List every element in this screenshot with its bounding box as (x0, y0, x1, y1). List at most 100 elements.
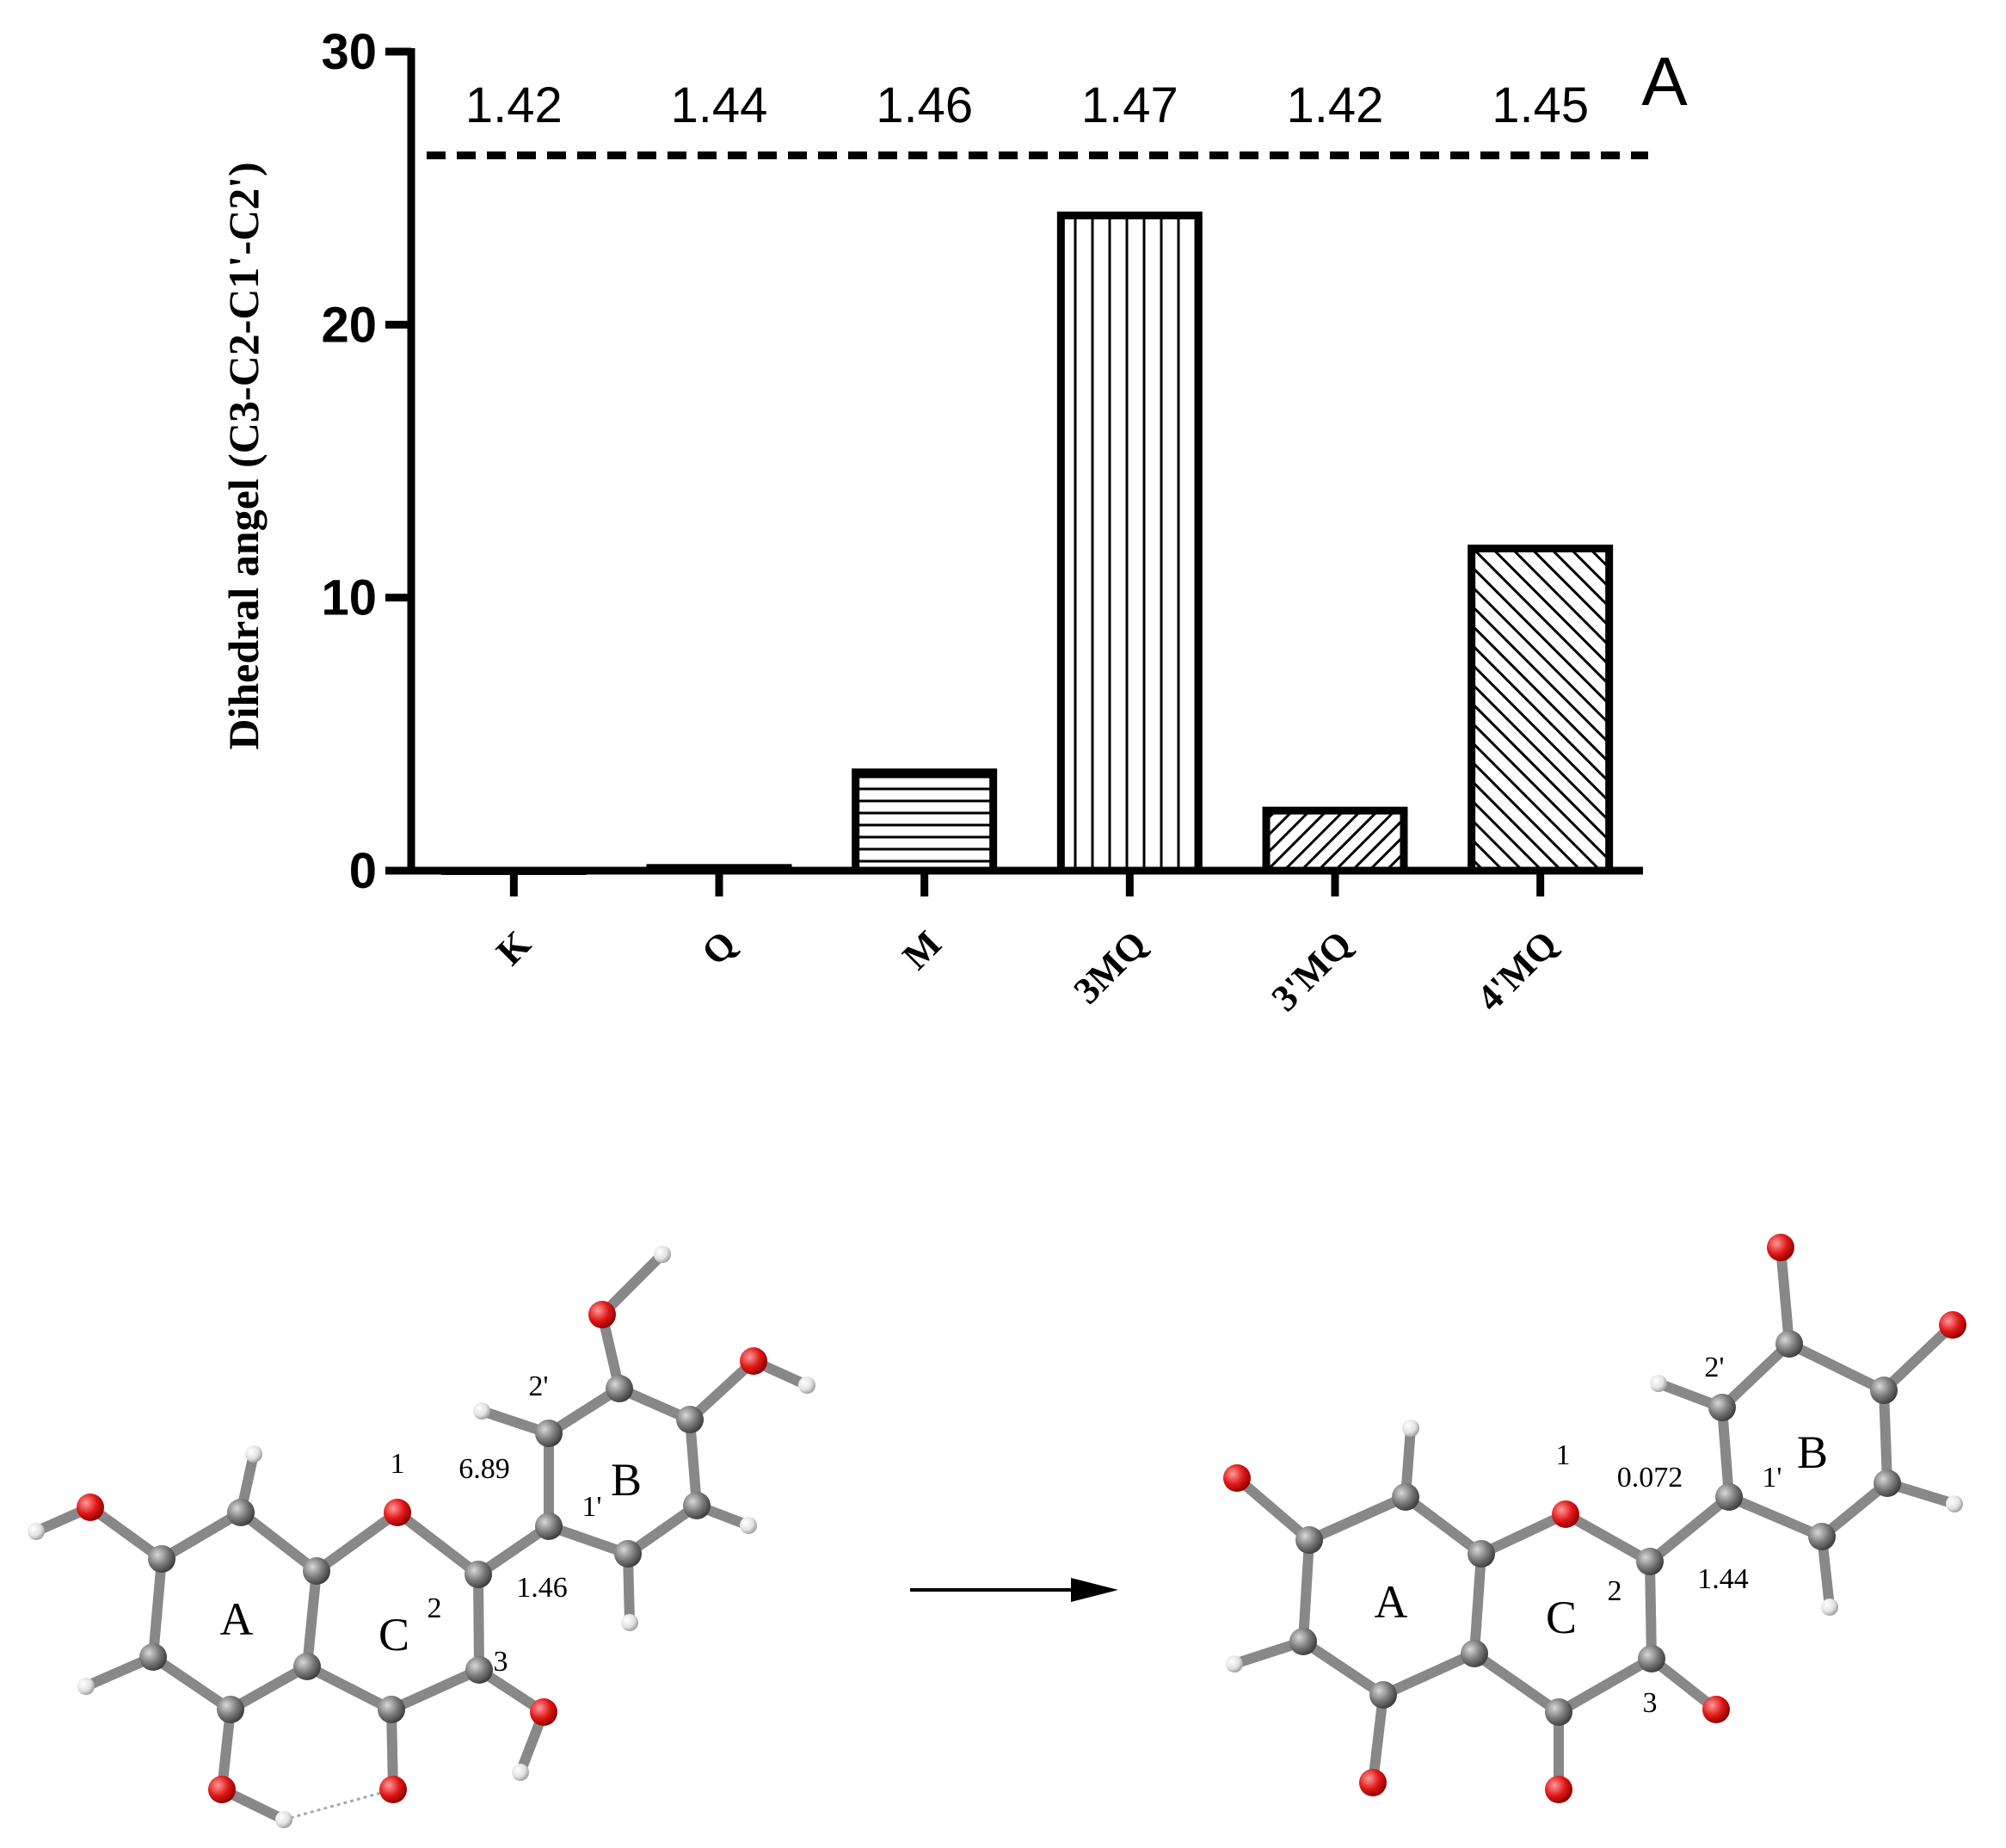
bond (473, 1521, 554, 1580)
bond (1784, 1339, 1889, 1395)
bond (1232, 1473, 1314, 1545)
hydrogen-atom (77, 1678, 95, 1695)
atom-number-1-prime: 1' (581, 1491, 601, 1523)
y-tick-label: 30 (321, 24, 377, 80)
y-tick-label: 10 (321, 570, 377, 626)
bond (1469, 1648, 1564, 1717)
bond (1368, 1690, 1388, 1788)
ring-label-c: C (1546, 1592, 1577, 1643)
hydrogen-atom (28, 1523, 45, 1540)
bond-length-label: 1.46 (876, 77, 973, 133)
bond (1775, 1242, 1794, 1349)
x-tick-label: 3MQ (1066, 922, 1155, 1012)
bond-length-value: 1.46 (516, 1572, 568, 1604)
oxygen-atom (384, 1499, 411, 1526)
oxygen-atom (1702, 1696, 1730, 1723)
x-ticks: K Q M 3MQ 3'MQ 4'MQ (489, 871, 1566, 1019)
carbon-atom (535, 1512, 563, 1540)
hydrogen-atom (1402, 1420, 1419, 1437)
bond (236, 1507, 322, 1576)
oxygen-atom (588, 1301, 616, 1328)
bond (1817, 1478, 1892, 1542)
bond (386, 1665, 484, 1715)
atom-number-1: 1 (1556, 1439, 1571, 1471)
x-tick-label: Q (693, 922, 744, 973)
bar-3MQ (1056, 211, 1203, 875)
y-ticks: 0 10 20 30 (321, 24, 411, 899)
bond-length-label: 1.42 (1287, 77, 1384, 133)
oxygen-atom (530, 1698, 557, 1726)
y-axis-label: Dihedral angel (C3-C2-C1'-C2') (219, 162, 268, 749)
left-molecule (28, 1246, 815, 1828)
axes (407, 48, 1643, 875)
bond (1717, 1339, 1794, 1413)
dihedral-value: 6.89 (458, 1453, 510, 1485)
hydrogen-atom (245, 1445, 262, 1463)
bond (1717, 1402, 1734, 1502)
right-molecule-labels: A C B 1 2 3 1' 2' 0.072 1.44 (1375, 1352, 1829, 1719)
panel-label: A (1641, 43, 1688, 120)
hydrogen-atom (1946, 1495, 1963, 1512)
bar-M (852, 768, 998, 875)
carbon-atom (293, 1653, 321, 1680)
carbon-atom (1468, 1540, 1495, 1568)
carbon-atom (465, 1656, 493, 1684)
ring-label-a: A (1375, 1576, 1408, 1628)
bond-length-value: 1.44 (1697, 1563, 1749, 1595)
ring-label-b: B (1797, 1426, 1828, 1478)
carbon-atom (378, 1696, 405, 1723)
atom-number-2: 2 (428, 1592, 442, 1624)
hydrogen-atom (654, 1246, 671, 1263)
bond (157, 1507, 246, 1564)
x-tick-label: 3'MQ (1264, 922, 1360, 1019)
hydrogen-atom (1821, 1599, 1838, 1616)
carbon-atom (1295, 1526, 1323, 1554)
hydrogen-atom (621, 1614, 638, 1631)
hydrogen-atom (798, 1377, 815, 1394)
carbon-atom (148, 1545, 175, 1573)
atom-number-1-prime: 1' (1762, 1462, 1781, 1494)
bond (1879, 1320, 1958, 1395)
hydrogen-atom (1650, 1375, 1667, 1392)
hydrogen-bond (283, 1788, 394, 1821)
atom-number-2-prime: 2' (1704, 1352, 1724, 1383)
bar-4'MQ (1468, 545, 1614, 875)
oxygen-atom (379, 1776, 407, 1803)
bond-length-label: 1.44 (671, 77, 768, 133)
bond (1400, 1492, 1486, 1559)
atom-number-1: 1 (391, 1448, 405, 1480)
bond (302, 1661, 397, 1715)
carbon-atom (1775, 1330, 1803, 1358)
carbon-atom (683, 1492, 711, 1519)
ring-label-b: B (611, 1454, 642, 1506)
reaction-arrow (910, 1578, 1118, 1602)
oxygen-atom (1359, 1769, 1387, 1796)
hydrogen-atom (740, 1517, 757, 1534)
oxygen-atom (1767, 1234, 1794, 1261)
bond (148, 1652, 236, 1715)
carbon-atom (606, 1375, 633, 1402)
carbon-atom (1392, 1483, 1419, 1511)
hydrogen-atom (512, 1764, 529, 1781)
dihedral-value: 0.072 (1617, 1462, 1683, 1494)
hydrogen-atom (275, 1811, 292, 1828)
bond (311, 1507, 403, 1576)
bond (1724, 1492, 1827, 1542)
bond (1476, 1509, 1571, 1559)
bond (473, 1569, 484, 1675)
bond-length-label: 1.47 (1081, 77, 1178, 133)
y-tick-label: 0 (349, 843, 377, 899)
carbon-atom (1369, 1681, 1397, 1709)
bond (685, 1356, 759, 1425)
bond-length-labels: 1.42 1.44 1.46 1.47 1.42 1.45 (465, 77, 1589, 133)
x-tick-label: M (895, 922, 950, 977)
carbon-atom (1715, 1483, 1743, 1511)
bond (225, 1661, 312, 1715)
oxygen-atom (1552, 1500, 1579, 1528)
bond (544, 1521, 633, 1559)
atom-number-3: 3 (494, 1646, 508, 1678)
bond (1554, 1654, 1657, 1717)
bond (1645, 1556, 1657, 1664)
carbon-atom (303, 1557, 330, 1585)
